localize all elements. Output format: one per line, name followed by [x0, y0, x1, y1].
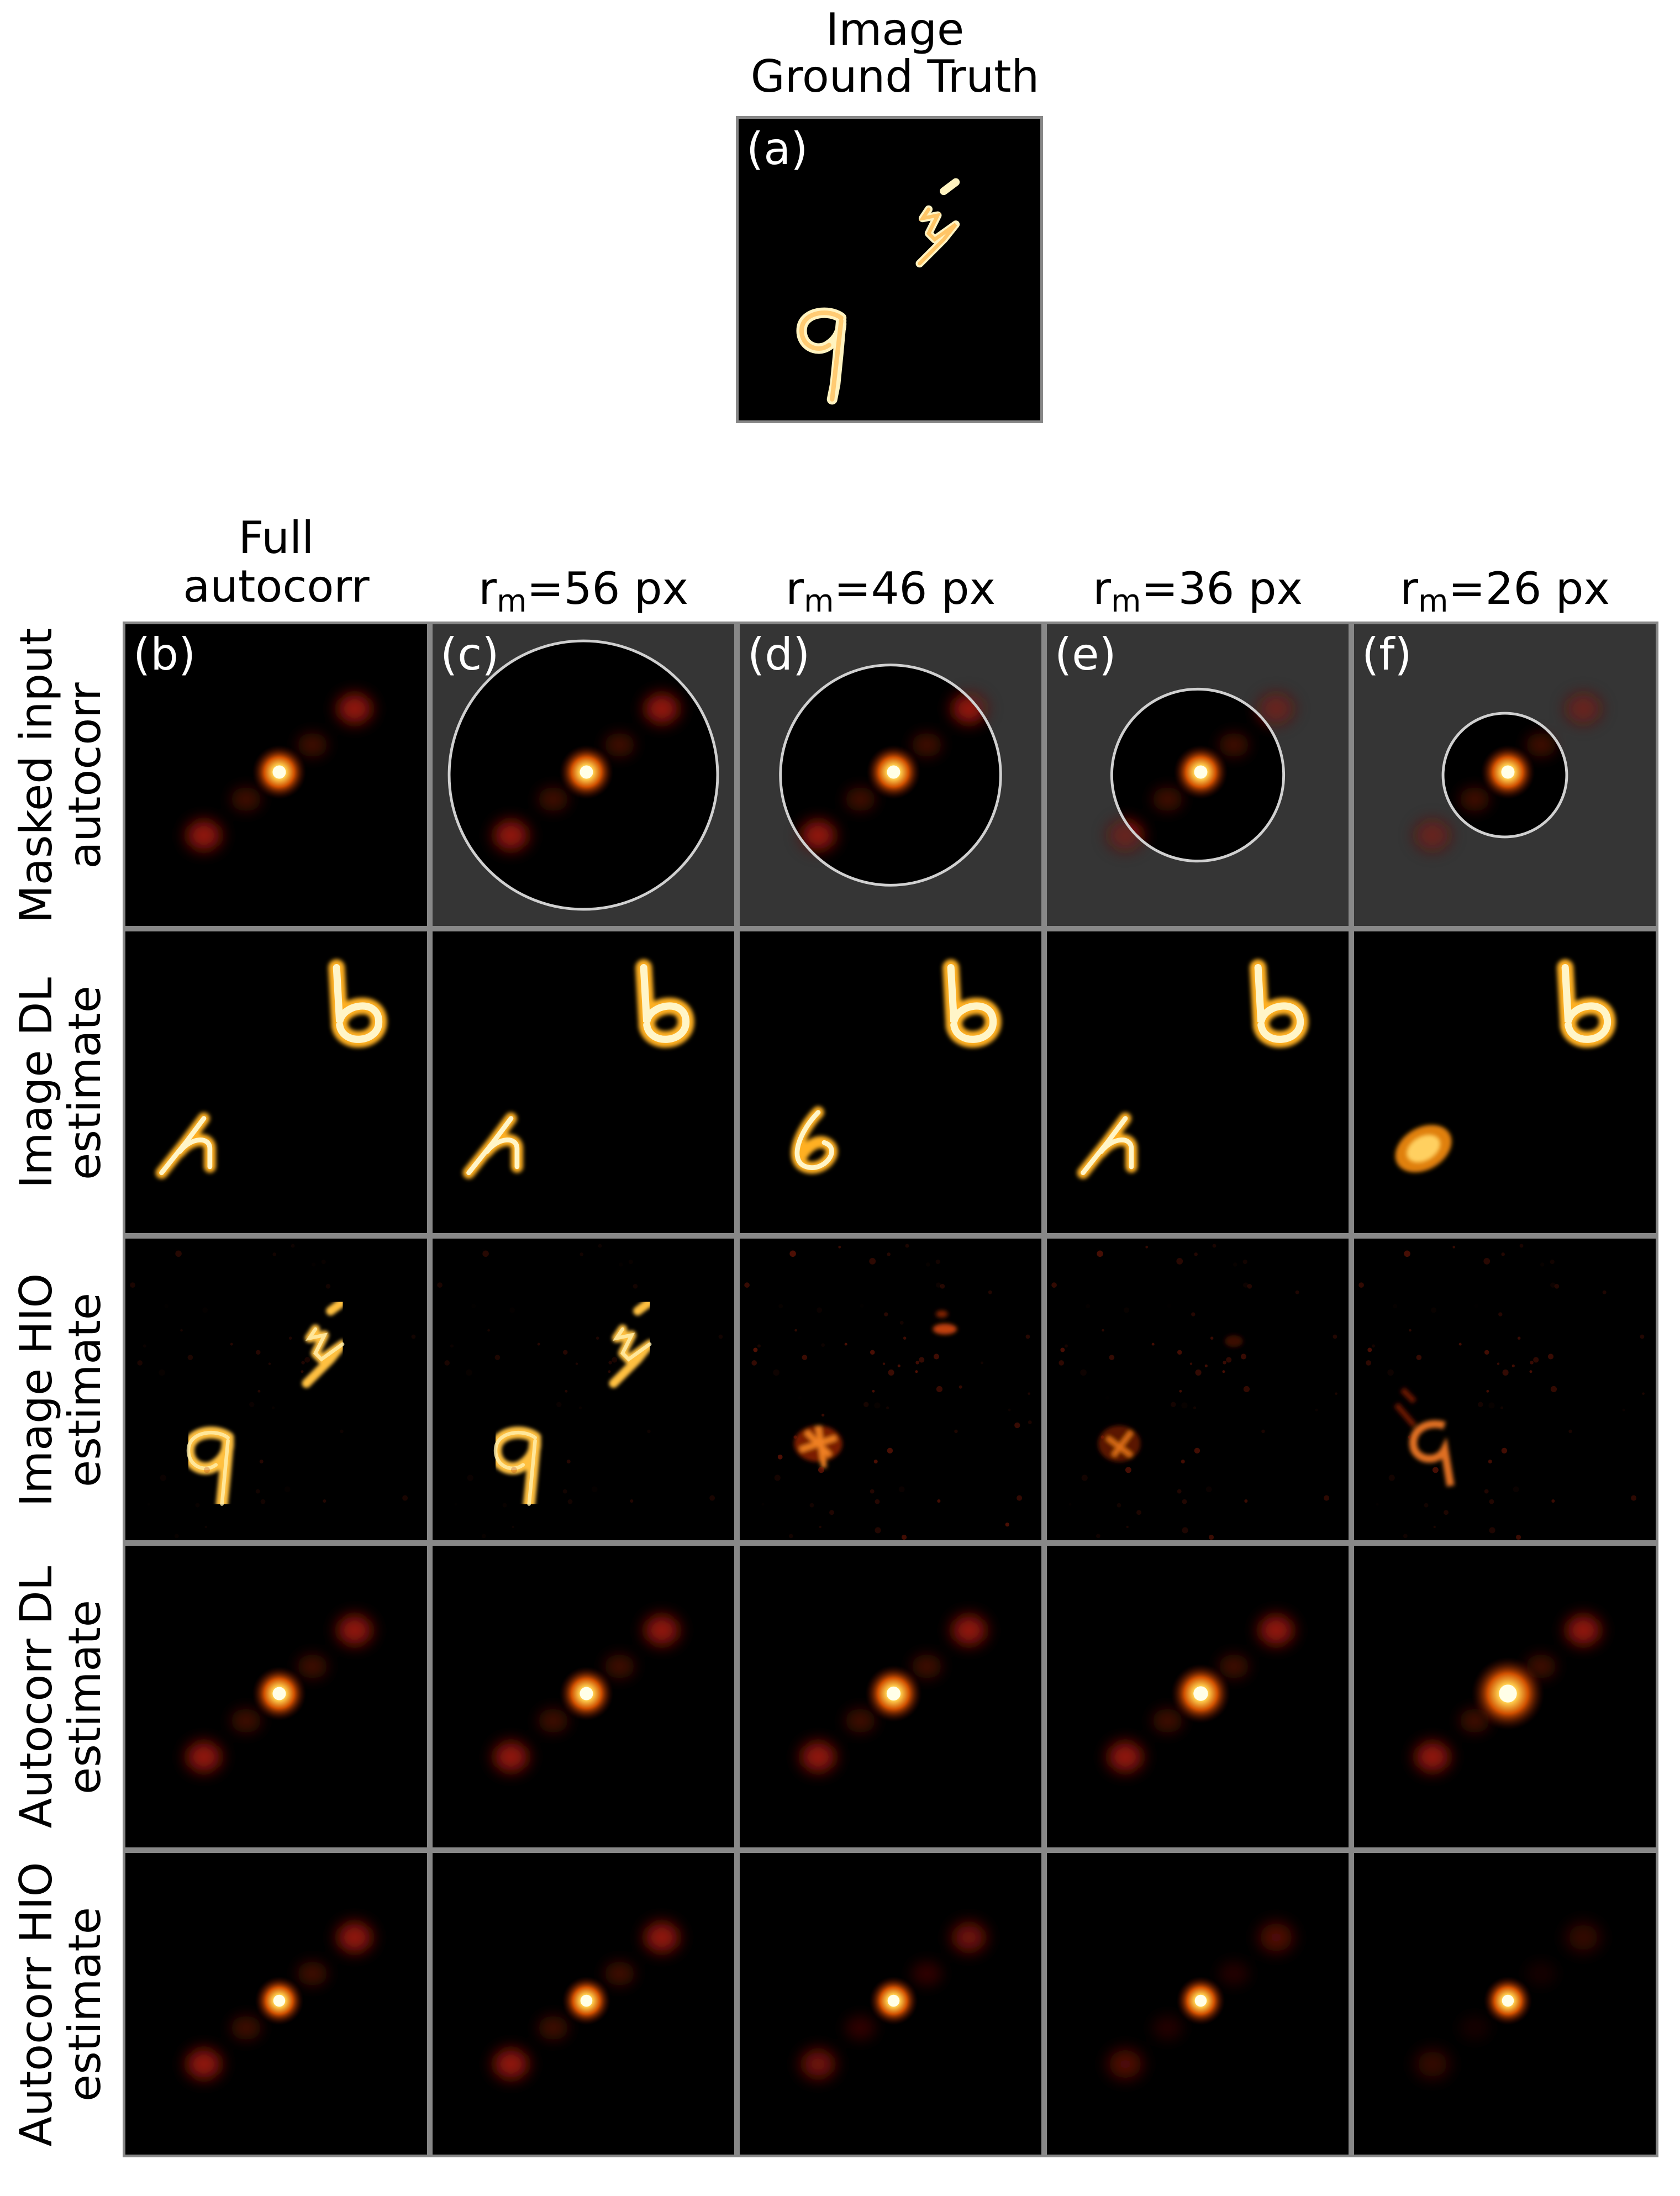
- panel-label-a: (a): [746, 123, 808, 175]
- panel-autocorr-dl-estimate-rm36: [1044, 1543, 1351, 1850]
- panel-image: [740, 1546, 1041, 1847]
- col-head-sub: m: [803, 583, 834, 619]
- panel-autocorr-dl-estimate-rm46: [737, 1543, 1044, 1850]
- panel-autocorr-hio-estimate-rm56: [430, 1850, 737, 2157]
- panel-masked-input-autocorr-full: (b): [123, 622, 430, 929]
- row-header-line: Masked input: [10, 628, 62, 924]
- col-head-suffix: =56 px: [526, 563, 688, 614]
- panel-image: [433, 1239, 734, 1540]
- ground-truth-title-line-2: Ground Truth: [750, 50, 1040, 102]
- panel-autocorr-dl-estimate-rm26: [1351, 1543, 1658, 1850]
- mask-circle: [779, 663, 1002, 887]
- panel-image: [1354, 1239, 1656, 1540]
- column-header-full-line: Full: [238, 512, 314, 564]
- row-header-autocorr-hio: Autocorr HIO estimate: [10, 1850, 110, 2159]
- panel-masked-input-autocorr-rm46: (d): [737, 622, 1044, 929]
- row-header-line: Autocorr HIO: [10, 1862, 62, 2147]
- panel-autocorr-hio-estimate-rm46: [737, 1850, 1044, 2157]
- panel-image: [125, 931, 427, 1233]
- row-header-autocorr-dl: Autocorr DL estimate: [10, 1542, 110, 1852]
- ground-truth-panel: (a): [736, 116, 1043, 423]
- row-header-line: autocorr: [59, 682, 110, 869]
- panel-image-dl-estimate-rm46: [737, 929, 1044, 1236]
- panel-autocorr-hio-estimate-rm36: [1044, 1850, 1351, 2157]
- row-header-line: Image DL: [10, 977, 62, 1189]
- panel-label-full: (b): [133, 629, 196, 680]
- panel-image: [740, 1239, 1041, 1540]
- col-head-suffix: =46 px: [834, 563, 996, 614]
- row-header-masked-input: Masked input autocorr: [10, 621, 110, 930]
- panel-image: [1047, 1853, 1349, 2155]
- ground-truth-title: Image Ground Truth: [646, 4, 1144, 102]
- row-header-line: Image HIO: [10, 1273, 62, 1507]
- panel-image: [125, 624, 427, 926]
- panel-image: [125, 1546, 427, 1847]
- panel-image-dl-estimate-rm26: [1351, 929, 1658, 1236]
- panel-image-dl-estimate-rm36: [1044, 929, 1351, 1236]
- row-header-line: estimate: [59, 1292, 110, 1488]
- panel-image: [125, 1239, 427, 1540]
- column-header-rm-26: rm=26 px: [1351, 565, 1658, 619]
- col-head-sub: m: [1110, 583, 1141, 619]
- mask-circle: [1441, 712, 1568, 839]
- panel-image: [433, 1853, 734, 2155]
- col-head-prefix: r: [786, 563, 804, 614]
- column-header-full-autocorr: Full autocorr: [123, 514, 430, 611]
- panel-masked-input-autocorr-rm26: (f): [1351, 622, 1658, 929]
- panel-image-hio-estimate-rm46: [737, 1236, 1044, 1543]
- panel-image-hio-estimate-full: [123, 1236, 430, 1543]
- panel-image: [740, 1853, 1041, 2155]
- panel-image: [1047, 624, 1349, 926]
- panel-image: [740, 624, 1041, 926]
- row-header-image-dl: Image DL estimate: [10, 928, 110, 1237]
- panel-image: [1354, 624, 1656, 926]
- panel-image: [125, 1853, 427, 2155]
- panel-image: [1354, 1853, 1656, 2155]
- panel-image: [433, 931, 734, 1233]
- panel-label-rm26: (f): [1362, 629, 1412, 680]
- row-header-line: estimate: [59, 1599, 110, 1795]
- column-header-rm-46: rm=46 px: [737, 565, 1044, 619]
- panel-image: [433, 1546, 734, 1847]
- panel-image: [740, 931, 1041, 1233]
- panel-label-rm56: (c): [440, 629, 499, 680]
- panel-image-hio-estimate-rm56: [430, 1236, 737, 1543]
- mask-circle: [447, 639, 719, 911]
- panel-autocorr-hio-estimate-full: [123, 1850, 430, 2157]
- panel-autocorr-dl-estimate-rm56: [430, 1543, 737, 1850]
- col-head-prefix: r: [1093, 563, 1111, 614]
- panel-masked-input-autocorr-rm36: (e): [1044, 622, 1351, 929]
- panel-image: [1047, 1546, 1349, 1847]
- panel-image-hio-estimate-rm36: [1044, 1236, 1351, 1543]
- row-header-line: estimate: [59, 1907, 110, 2102]
- col-head-prefix: r: [1400, 563, 1418, 614]
- ground-truth-title-line-1: Image: [825, 4, 965, 55]
- panel-label-rm46: (d): [747, 629, 810, 680]
- panel-masked-input-autocorr-rm56: (c): [430, 622, 737, 929]
- panel-label-rm36: (e): [1055, 629, 1117, 680]
- column-header-autocorr-line: autocorr: [183, 561, 370, 612]
- panel-image-hio-estimate-rm26: [1351, 1236, 1658, 1543]
- panel-image: [433, 624, 734, 926]
- column-header-rm-36: rm=36 px: [1044, 565, 1351, 619]
- row-header-image-hio: Image HIO estimate: [10, 1235, 110, 1545]
- column-header-rm-56: rm=56 px: [430, 565, 737, 619]
- panel-image-dl-estimate-full: [123, 929, 430, 1236]
- row-header-line: estimate: [59, 985, 110, 1181]
- panel-image-dl-estimate-rm56: [430, 929, 737, 1236]
- panel-image: [1354, 931, 1656, 1233]
- mask-circle: [1110, 687, 1286, 863]
- panel-image: [1354, 1546, 1656, 1847]
- panel-autocorr-dl-estimate-full: [123, 1543, 430, 1850]
- col-head-prefix: r: [478, 563, 497, 614]
- col-head-suffix: =26 px: [1448, 563, 1610, 614]
- col-head-sub: m: [496, 583, 527, 619]
- panel-autocorr-hio-estimate-rm26: [1351, 1850, 1658, 2157]
- row-header-line: Autocorr DL: [10, 1566, 62, 1829]
- col-head-suffix: =36 px: [1141, 563, 1303, 614]
- panel-image: [1047, 931, 1349, 1233]
- ground-truth-image: [739, 119, 1040, 420]
- col-head-sub: m: [1418, 583, 1449, 619]
- panel-image: [1047, 1239, 1349, 1540]
